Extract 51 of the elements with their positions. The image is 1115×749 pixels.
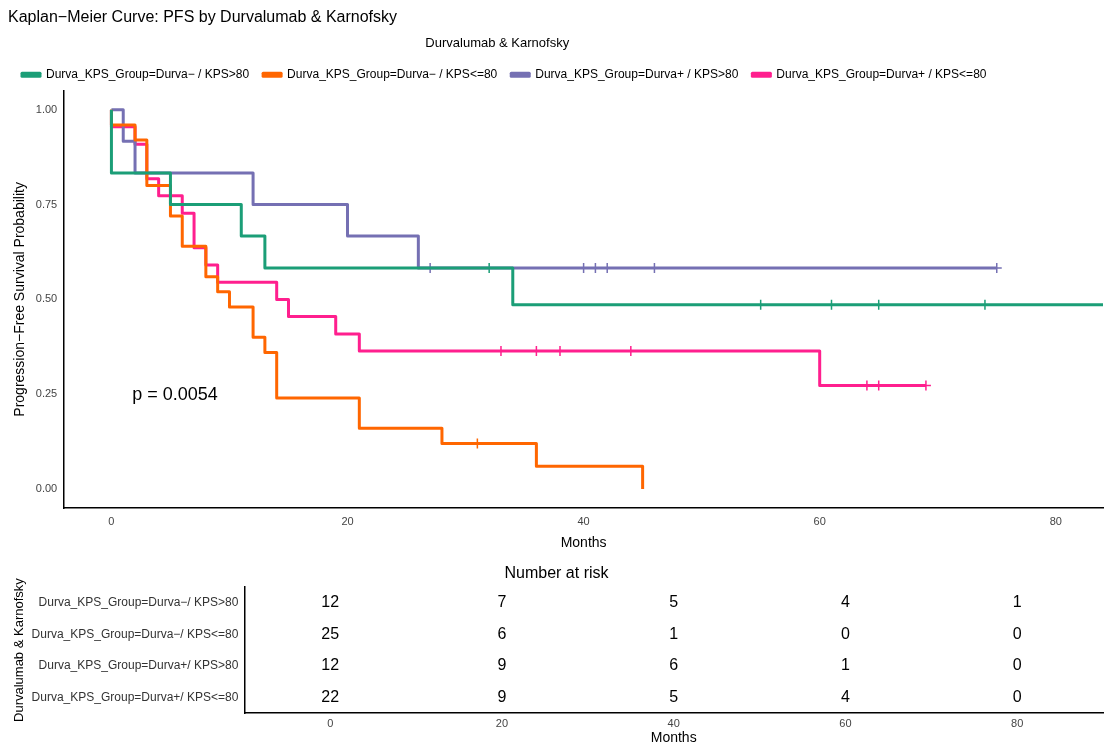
x-axis-title: Months (650, 729, 697, 746)
data-label: 1 (669, 624, 679, 642)
data-label: 12 (321, 593, 340, 611)
chart-title: Kaplan−Meier Curve: PFS by Durvalumab & Karnofsky (8, 8, 398, 26)
data-label: 1 (1012, 593, 1022, 611)
y-tick-label: Durva_KPS_Group=Durva−/ KPS<=80 (31, 626, 239, 641)
x-tick-label: 40 (577, 514, 590, 527)
x-axis-title: Months (560, 534, 607, 551)
data-label: 1 (840, 656, 850, 674)
data-label: 7 (497, 593, 507, 611)
chart-title: Number at risk (504, 564, 610, 582)
data-label: 25 (321, 624, 340, 642)
x-tick-label: 60 (839, 716, 852, 729)
data-label: 0 (840, 624, 850, 642)
x-tick-label: 20 (495, 716, 509, 729)
legend-label: Durva_KPS_Group=Durva+ / KPS<=80 (776, 67, 987, 82)
legend-title: Durvalumab & Karnofsky (425, 35, 570, 51)
y-tick-label: 0.75 (35, 197, 58, 210)
x-tick-label: 60 (813, 514, 826, 527)
data-label: 4 (840, 687, 850, 705)
y-tick-label: Durva_KPS_Group=Durva+/ KPS>80 (38, 658, 239, 673)
legend-label: Durva_KPS_Group=Durva− / KPS<=80 (287, 67, 498, 82)
data-label: 0 (1012, 624, 1022, 642)
x-tick-label: 40 (667, 716, 680, 729)
y-axis-title: Durvalumab & Karnofsky (11, 577, 27, 722)
x-tick-label: 20 (341, 514, 354, 527)
data-label: 9 (497, 687, 507, 705)
data-label: 12 (321, 656, 340, 674)
data-label: 6 (669, 656, 679, 674)
x-tick-label: 80 (1049, 514, 1062, 527)
y-tick-label: 0.25 (35, 387, 58, 400)
legend-label: Durva_KPS_Group=Durva+ / KPS>80 (535, 67, 739, 82)
data-label: 6 (497, 624, 507, 642)
y-tick-label: Durva_KPS_Group=Durva−/ KPS>80 (38, 595, 239, 610)
data-label: 22 (321, 687, 340, 705)
data-label: 5 (669, 593, 679, 611)
data-label: 0 (1012, 687, 1022, 705)
x-tick-label: 0 (108, 514, 115, 527)
data-label: 9 (497, 656, 507, 674)
x-tick-label: 80 (1011, 716, 1024, 729)
annotation: p = 0.0054 (132, 384, 218, 405)
legend-label: Durva_KPS_Group=Durva− / KPS>80 (46, 67, 250, 82)
y-axis-title: Progression−Free Survival Probability (11, 182, 28, 417)
x-tick-label: 0 (327, 716, 334, 729)
data-label: 0 (1012, 656, 1022, 674)
y-tick-label: Durva_KPS_Group=Durva+/ KPS<=80 (31, 689, 239, 704)
y-tick-label: 0.50 (35, 292, 58, 305)
y-tick-label: 0.00 (35, 482, 58, 495)
data-label: 4 (840, 593, 850, 611)
y-tick-label: 1.00 (35, 102, 58, 115)
data-label: 5 (669, 687, 679, 705)
